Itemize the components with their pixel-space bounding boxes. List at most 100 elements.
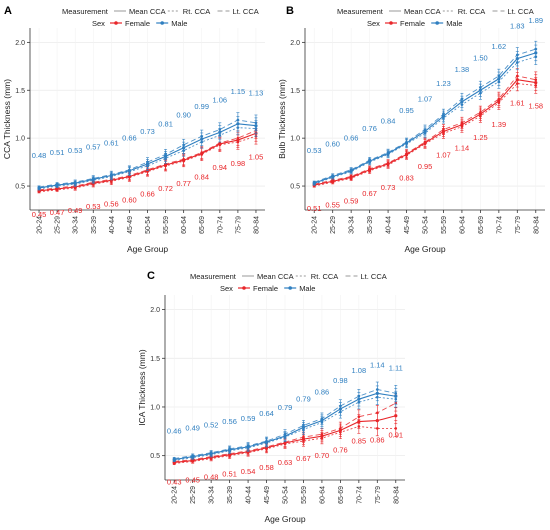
legend-title-measurement: Measurement [337,7,384,16]
data-label-female: 0.55 [325,200,340,209]
data-point [191,454,194,457]
data-label-male: 1.15 [231,87,246,96]
data-label-female: 0.91 [388,431,403,440]
legend-sex-marker [242,286,246,290]
data-label-female: 0.48 [204,473,219,482]
data-point [442,128,445,131]
data-point [128,168,131,172]
legend-sex-marker [389,21,393,25]
y-tick-label: 2.0 [15,40,25,47]
data-point [394,427,398,430]
data-point [394,392,398,395]
panel-letter: C [147,270,155,282]
y-tick-label: 1.5 [290,88,300,95]
data-point [302,424,305,427]
data-label-female: 1.61 [510,99,525,108]
data-label-female: 1.05 [249,152,264,161]
data-point [357,415,361,419]
data-point [200,151,204,154]
data-label-female: 0.95 [418,162,433,171]
data-point [146,160,149,164]
data-label-female: 0.45 [32,210,47,219]
data-label-female: 0.98 [231,159,246,168]
x-tick-label: 75-79 [515,216,522,234]
x-axis-title: Age Group [127,244,168,254]
data-point [172,457,176,460]
data-point [376,411,379,415]
legend-title-sex: Sex [92,19,105,28]
data-label-female: 0.45 [185,476,200,485]
data-label-male: 1.38 [455,65,470,74]
data-point [331,174,334,177]
x-tick-label: 45-49 [127,216,134,234]
data-label-female: 0.66 [140,190,155,199]
x-tick-label: 60-64 [181,216,188,234]
data-point [460,97,464,101]
data-label-female: 0.94 [213,163,228,172]
x-tick-label: 55-59 [301,486,308,504]
data-label-female: 0.73 [381,183,396,192]
x-tick-label: 50-54 [423,216,430,234]
x-tick-label: 60-64 [459,216,466,234]
data-label-male: 0.79 [278,403,293,412]
x-tick-label: 20-24 [312,216,319,234]
x-axis-title: Age Group [264,514,305,524]
x-tick-label: 75-79 [375,486,382,504]
panel-c: C Measurement Mean CCA Rt. CCA Lt. CCA Sex Fem… [137,270,405,524]
data-label-male: 0.53 [307,146,322,155]
x-tick-label: 35-39 [367,216,374,234]
data-label-male: 0.73 [140,127,155,136]
legend-measurement-item: Mean CCA [257,272,294,281]
data-point [516,53,519,57]
data-label-female: 0.43 [167,477,182,486]
legend-measurement-item: Rt. CCA [311,272,339,281]
data-point [73,180,77,184]
legend-sex-item: Female [125,19,150,28]
data-point [497,74,501,78]
data-label-male: 1.23 [436,79,451,88]
x-tick-label: 40-44 [246,486,253,504]
data-label-male: 1.11 [389,363,403,372]
data-point [386,161,390,165]
x-tick-label: 40-44 [109,216,116,234]
data-point [55,182,59,186]
x-tick-label: 50-54 [283,486,290,504]
x-tick-label: 55-59 [441,216,448,234]
data-label-female: 0.47 [50,208,65,217]
data-label-male: 0.60 [325,139,340,148]
data-point [218,128,222,131]
data-label-male: 0.76 [362,124,377,133]
x-tick-label: 70-74 [496,216,503,234]
legend-measurement-item: Mean CCA [129,7,166,16]
x-tick-label: 20-24 [37,216,44,234]
x-tick-label: 35-39 [91,216,98,234]
x-tick-label: 25-29 [330,216,337,234]
data-label-female: 0.70 [315,451,330,460]
data-point [236,118,240,122]
legend: Measurement Mean CCA Rt. CCA Lt. CCA Sex Fema… [62,7,259,28]
data-label-male: 0.84 [381,116,396,125]
data-point [423,128,427,131]
data-label-female: 0.67 [362,189,377,198]
legend: Measurement Mean CCA Rt. CCA Lt. CCA Sex Fema… [190,272,387,293]
data-label-female: 0.83 [399,173,414,182]
data-label-female: 0.51 [307,204,322,213]
x-tick-label: 80-84 [533,216,540,234]
legend-sex-item: Female [253,284,278,293]
legend-title-measurement: Measurement [62,7,109,16]
data-label-female: 1.58 [528,102,543,111]
data-label-female: 1.14 [455,144,470,153]
data-label-male: 1.07 [418,94,433,103]
data-point [331,179,334,182]
data-label-male: 1.89 [528,16,543,25]
y-tick-label: 1.0 [15,136,25,143]
data-label-male: 0.98 [333,376,348,385]
x-tick-label: 80-84 [253,216,260,234]
data-label-male: 0.90 [176,111,191,120]
data-point [479,110,482,114]
data-point [246,444,250,448]
data-label-female: 0.85 [352,437,367,446]
data-label-male: 0.53 [68,146,83,155]
data-label-female: 0.76 [333,445,348,454]
data-label-female: 0.49 [68,206,83,215]
